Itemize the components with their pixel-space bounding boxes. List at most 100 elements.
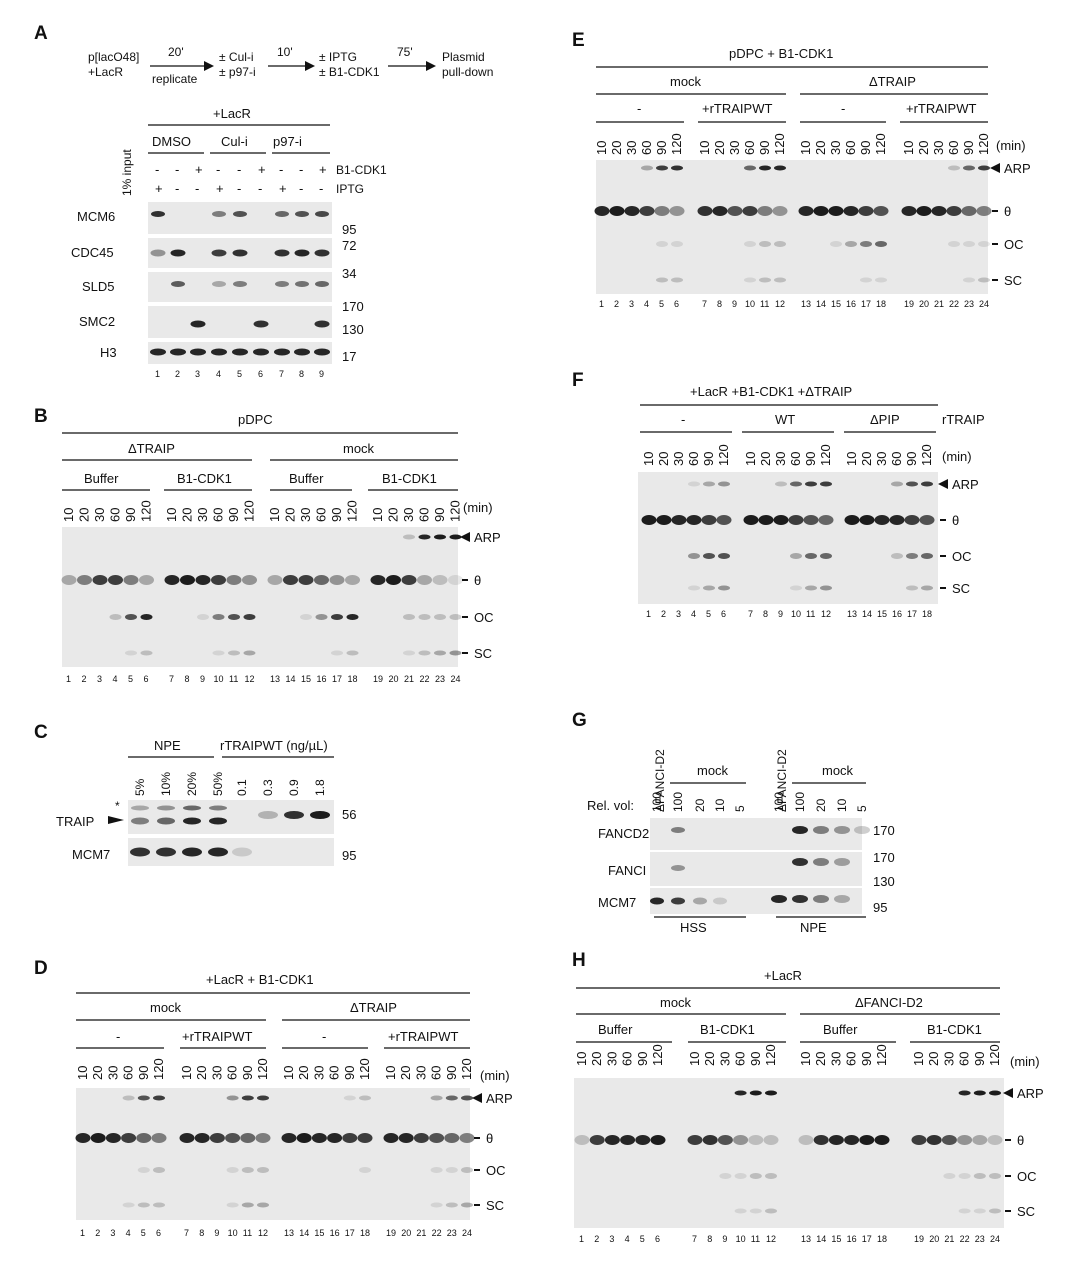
band-oc — [359, 1167, 371, 1173]
time-label: 90 — [757, 141, 772, 155]
band-theta — [957, 1135, 973, 1145]
time-label: 90 — [635, 1052, 650, 1066]
band-oc — [109, 614, 122, 620]
band-theta — [345, 575, 360, 585]
time-label: 10 — [911, 1052, 926, 1066]
time-label: 20 — [702, 1052, 717, 1066]
band-theta — [712, 206, 728, 216]
band-oc — [688, 553, 700, 559]
band-arp — [805, 481, 817, 487]
rt-lane-label: 0.3 — [261, 779, 275, 796]
time-label: 90 — [859, 1052, 874, 1066]
panel-f-min: (min) — [942, 449, 972, 464]
time-label: 20 — [916, 141, 931, 155]
lane-number: 4 — [126, 1228, 131, 1238]
blot-traip — [128, 800, 334, 834]
time-label: 10 — [844, 452, 859, 466]
row-iptg-sign: - — [175, 181, 179, 196]
lane-number: 17 — [907, 609, 917, 619]
band-theta — [386, 575, 401, 585]
time-label: 120 — [459, 1058, 474, 1080]
panel-b-min: (min) — [463, 500, 493, 515]
band-oc — [860, 241, 872, 247]
lane-number: 3 — [609, 1234, 614, 1244]
blot-fancd2 — [650, 818, 862, 850]
time-label: 60 — [314, 508, 329, 522]
band-oc — [790, 553, 802, 559]
arp-arrowhead — [938, 479, 948, 489]
traip-arrowhead — [108, 816, 124, 824]
band-sc — [718, 585, 730, 591]
marker-g-170b: 170 — [873, 850, 895, 865]
band-theta — [926, 1135, 942, 1145]
band-mcm7 — [232, 847, 252, 857]
time-label: 20 — [589, 1052, 604, 1066]
band-h3 — [294, 348, 310, 356]
band-theta — [61, 575, 77, 585]
lane-number: 14 — [862, 609, 872, 619]
marker-170: 170 — [342, 299, 364, 314]
time-label: 90 — [858, 141, 873, 155]
time-label: 120 — [763, 1044, 778, 1066]
band-smc2 — [253, 320, 269, 328]
band-theta — [716, 515, 732, 525]
time-label: 20 — [712, 141, 727, 155]
band-theta — [828, 1135, 844, 1145]
band-h3 — [314, 348, 330, 356]
time-label: 60 — [327, 1066, 342, 1080]
lane-number: 14 — [816, 299, 826, 309]
lane-number: 20 — [919, 299, 929, 309]
band-oc — [943, 1173, 956, 1179]
panel-b-sub-2: B1-CDK1 — [177, 471, 232, 486]
band-theta — [429, 1133, 445, 1143]
band-theta — [401, 575, 417, 585]
band-sc — [805, 585, 817, 591]
time-label: 90 — [226, 508, 241, 522]
band-sc — [703, 585, 715, 591]
band-theta — [803, 515, 819, 525]
band-theta — [296, 1133, 312, 1143]
band-theta — [105, 1133, 121, 1143]
npe-lane-label: 50% — [211, 772, 225, 796]
panel-d-sub-1: - — [116, 1029, 120, 1044]
blot-label-mcm7-g: MCM7 — [598, 895, 636, 910]
band-arp — [122, 1095, 135, 1101]
panel-d-sub-4: +rTRAIPWT — [388, 1029, 458, 1044]
band-theta — [946, 206, 962, 216]
lane-number: 19 — [386, 1228, 396, 1238]
time-label: 60 — [788, 452, 803, 466]
lane-number: 16 — [846, 299, 856, 309]
band-theta — [604, 1135, 620, 1145]
band-oc — [346, 614, 359, 620]
time-label: 120 — [987, 1044, 1002, 1066]
band-sc — [449, 650, 462, 656]
panel-b-sub-1: Buffer — [84, 471, 119, 486]
band-arp — [958, 1090, 971, 1096]
band-oc — [300, 614, 312, 620]
row-b1-sign: + — [195, 162, 203, 177]
lane-number: 9 — [778, 609, 783, 619]
band-traip — [157, 817, 175, 825]
band-oc — [445, 1167, 458, 1173]
time-label: 20 — [813, 141, 828, 155]
lane-number: 22 — [960, 1234, 970, 1244]
lane-number: 16 — [330, 1228, 340, 1238]
panel-d-title: +LacR + B1-CDK1 — [206, 972, 314, 987]
band-theta — [342, 1133, 358, 1143]
panel-f-sub-1: - — [681, 412, 685, 427]
time-label: 60 — [742, 141, 757, 155]
band-theta — [108, 575, 123, 585]
lane-number: 20 — [929, 1234, 939, 1244]
band-theta — [639, 206, 655, 216]
band-mcm6 — [233, 211, 247, 217]
panel-c-letter: C — [34, 722, 48, 743]
band-oc — [226, 1167, 239, 1173]
panel-f-title: +LacR +B1-CDK1 +ΔTRAIP — [690, 384, 852, 399]
band-theta — [702, 1135, 718, 1145]
panel-b-group-1: ΔTRAIP — [128, 441, 175, 456]
species-arp: ARP — [486, 1091, 513, 1106]
band-theta — [255, 1133, 271, 1143]
band-theta — [874, 1135, 890, 1145]
rel-vol-label: 5 — [733, 805, 747, 812]
lane-number: 2 — [594, 1234, 599, 1244]
